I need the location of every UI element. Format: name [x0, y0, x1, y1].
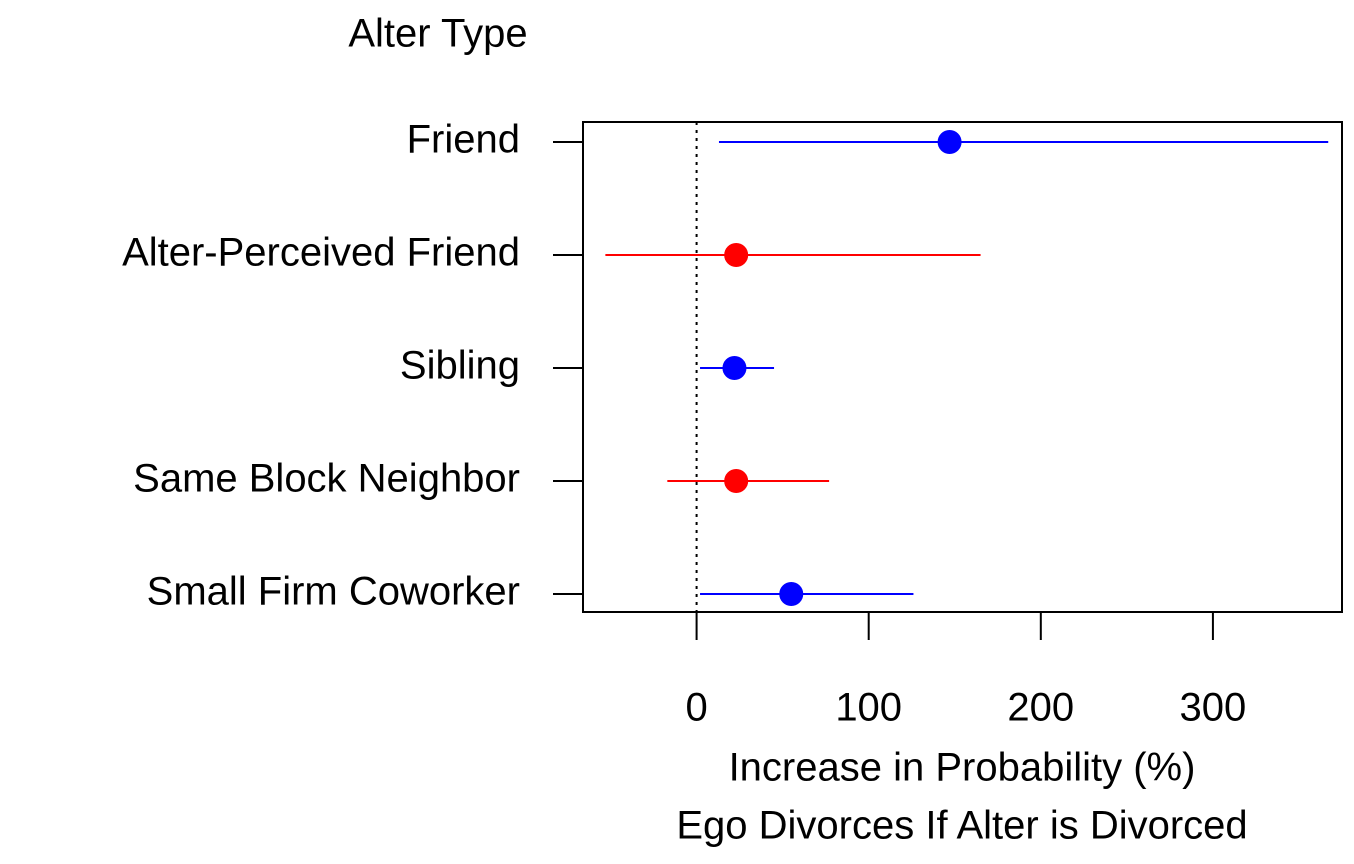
point: [937, 130, 962, 154]
point: [724, 243, 749, 267]
y-tick-label: Sibling: [400, 344, 520, 388]
y-tick-label: Same Block Neighbor: [133, 457, 520, 501]
point: [779, 582, 804, 606]
y-tick-label: Friend: [407, 118, 520, 162]
point: [722, 356, 747, 380]
point: [724, 469, 749, 493]
x-axis-label: Increase in Probability (%): [729, 746, 1196, 790]
x-tick-label: 200: [1007, 686, 1074, 730]
x-tick-label: 300: [1180, 686, 1247, 730]
x-tick-label: 0: [685, 686, 707, 730]
y-tick-label: Small Firm Coworker: [147, 570, 520, 614]
x-tick-label: 100: [835, 686, 902, 730]
x-axis-label: Ego Divorces If Alter is Divorced: [676, 804, 1247, 848]
chart-title: Alter Type: [348, 12, 527, 56]
y-tick-label: Alter-Perceived Friend: [122, 231, 520, 275]
